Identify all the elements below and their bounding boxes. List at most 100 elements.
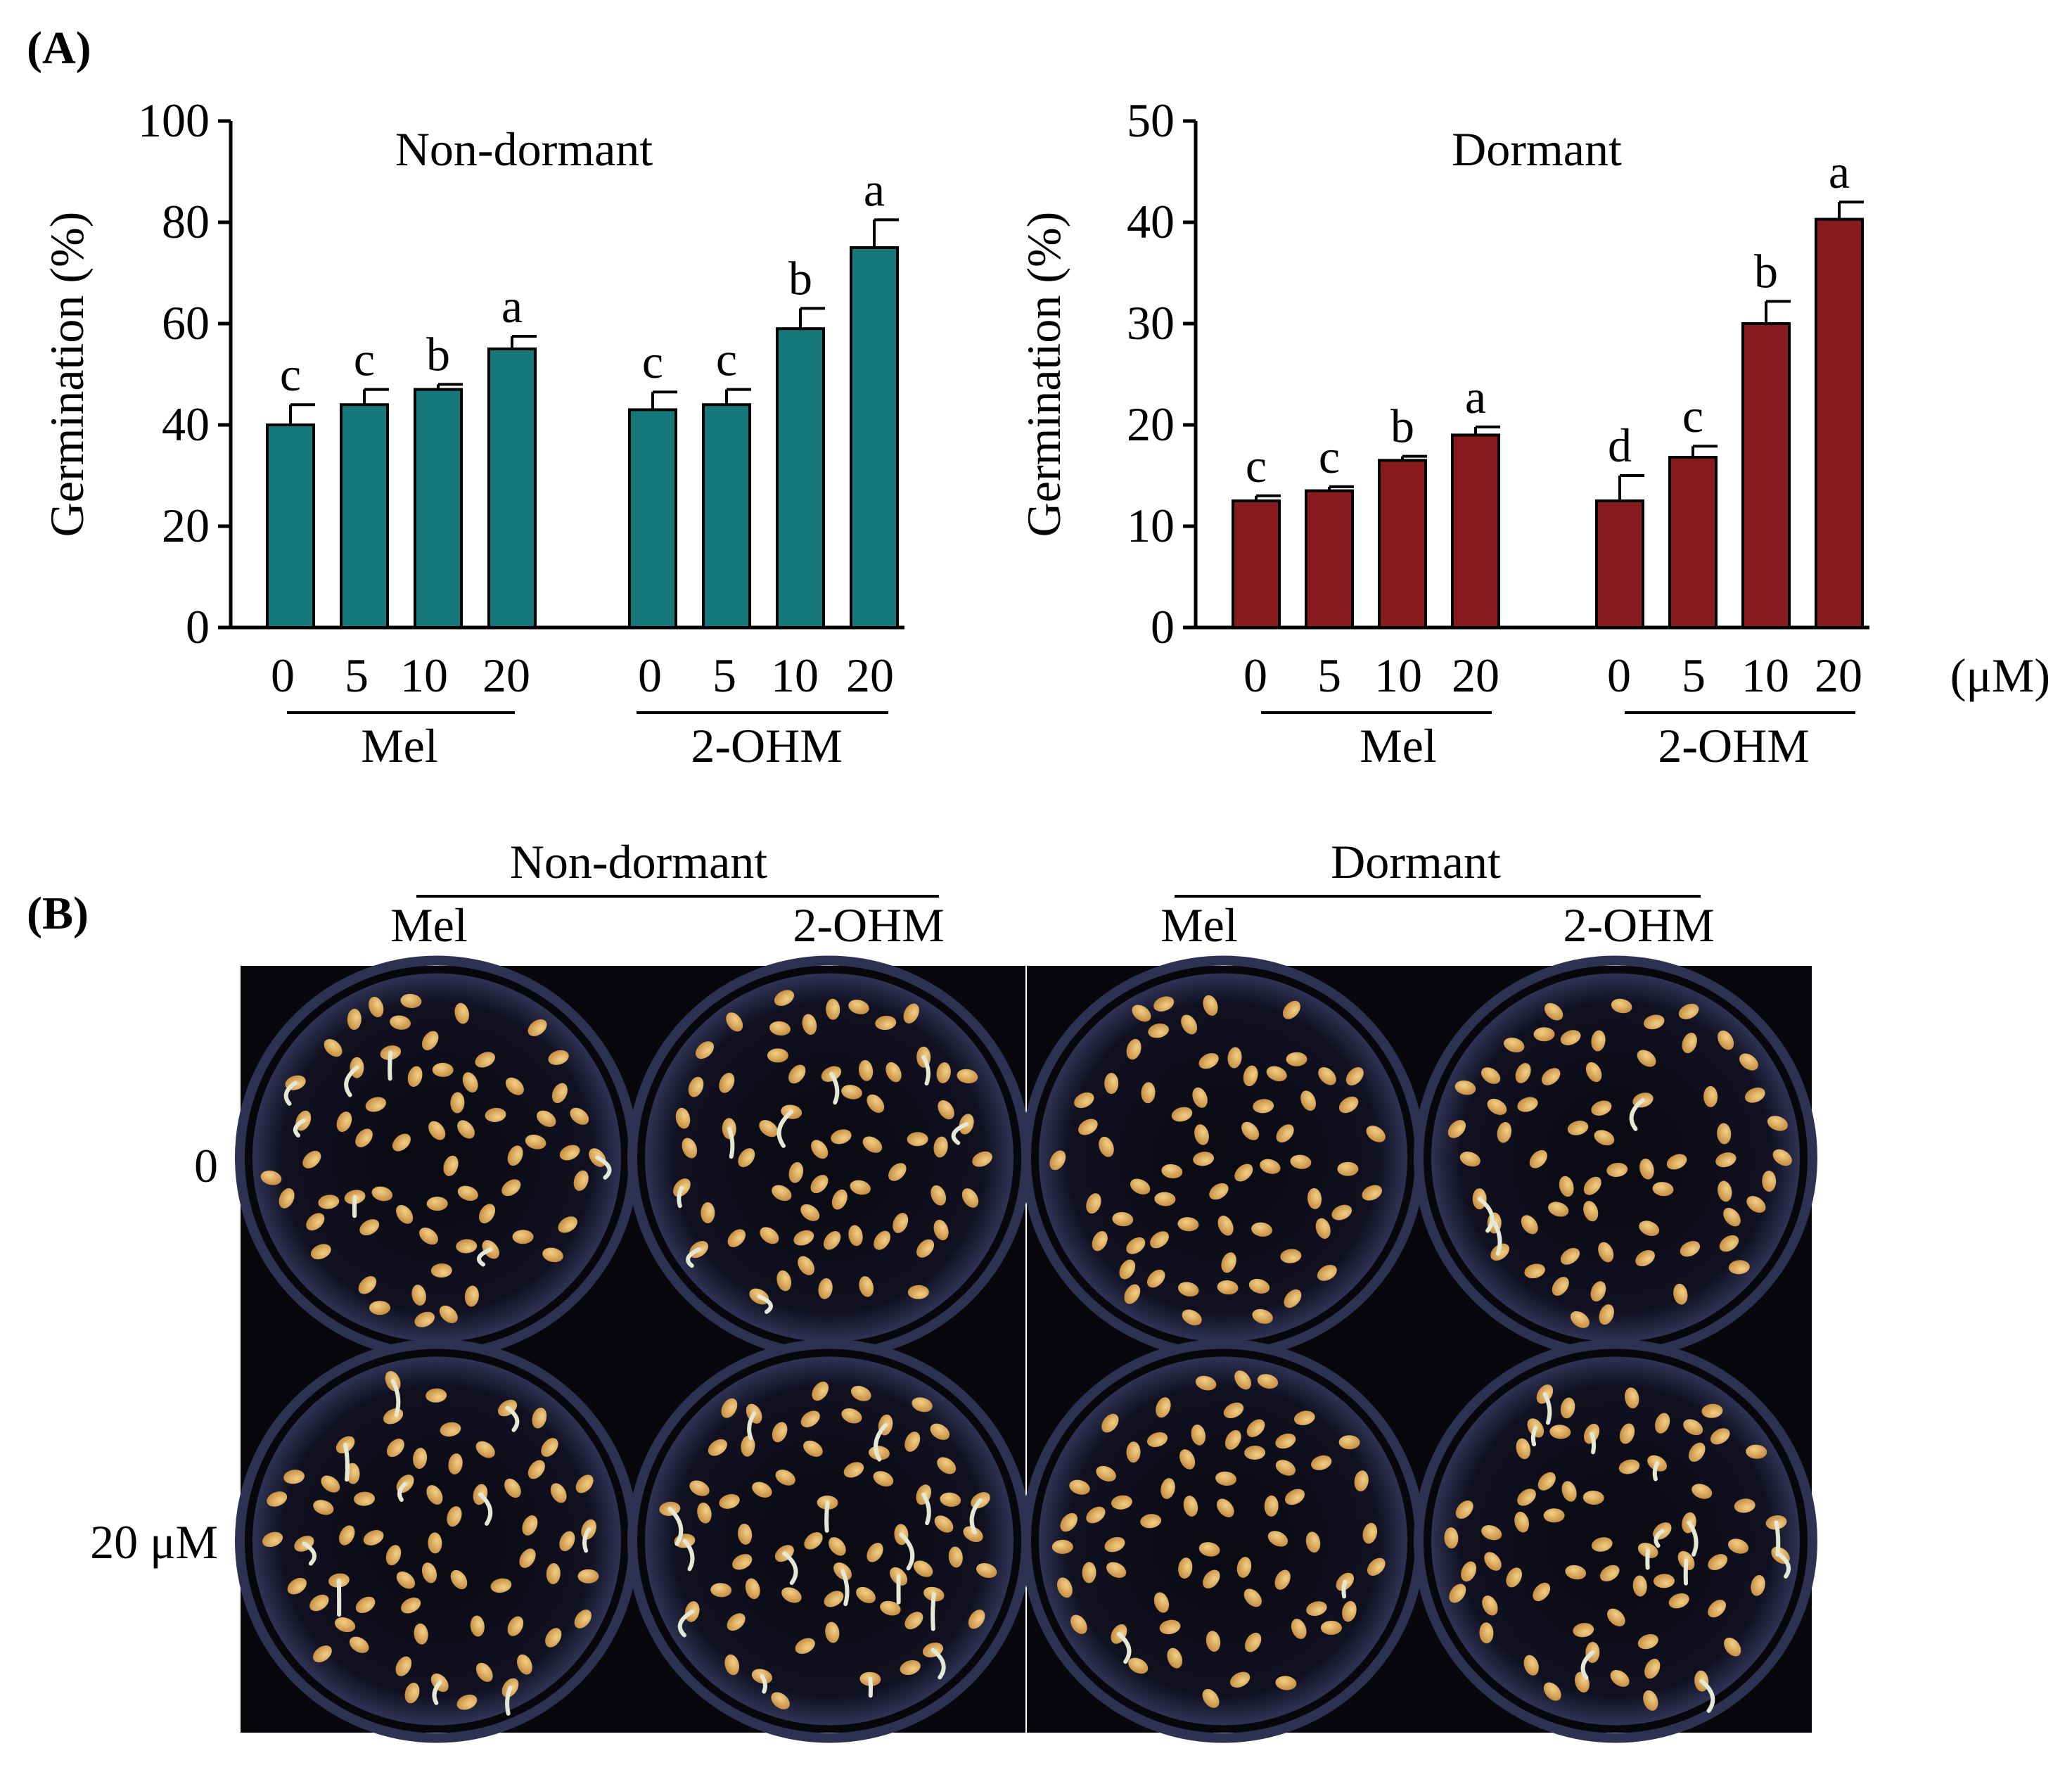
seed bbox=[825, 1621, 840, 1643]
seed bbox=[1104, 1536, 1125, 1553]
sprout bbox=[283, 1081, 298, 1106]
seed bbox=[1708, 1554, 1728, 1571]
seed bbox=[1718, 1030, 1734, 1050]
seed bbox=[1056, 1577, 1073, 1598]
seed bbox=[577, 1569, 599, 1584]
seed bbox=[800, 1204, 820, 1221]
seed bbox=[1253, 1099, 1274, 1114]
seed bbox=[1701, 1403, 1723, 1418]
seed bbox=[432, 1062, 454, 1077]
seed bbox=[972, 1151, 992, 1167]
seed bbox=[936, 1062, 951, 1083]
seed bbox=[358, 1276, 377, 1294]
seed bbox=[907, 1285, 929, 1299]
sprout bbox=[1778, 1553, 1791, 1579]
seed bbox=[1692, 1484, 1713, 1499]
x-tick-label: 5 bbox=[1317, 649, 1341, 702]
seed bbox=[1717, 1123, 1732, 1145]
seed bbox=[1305, 1531, 1321, 1553]
bar bbox=[1668, 456, 1718, 630]
seed bbox=[1683, 1419, 1703, 1436]
seed bbox=[283, 1470, 305, 1484]
seed bbox=[774, 990, 795, 1006]
seed bbox=[546, 1563, 561, 1584]
bar bbox=[850, 246, 899, 629]
seed bbox=[738, 1523, 753, 1545]
seed bbox=[336, 1111, 352, 1133]
seed bbox=[1719, 1235, 1739, 1252]
seed bbox=[1216, 1498, 1234, 1517]
seed bbox=[536, 1110, 556, 1128]
seed bbox=[501, 1179, 521, 1197]
seed bbox=[1177, 1217, 1199, 1232]
seed bbox=[769, 1021, 791, 1036]
seed bbox=[505, 1077, 524, 1095]
seed bbox=[1362, 1185, 1382, 1201]
sprout bbox=[1652, 1461, 1660, 1482]
seed bbox=[1590, 1281, 1606, 1302]
seed bbox=[1533, 1582, 1551, 1602]
seed bbox=[848, 999, 869, 1014]
significance-letter: c bbox=[1246, 439, 1267, 492]
sprout bbox=[829, 1071, 840, 1105]
seed bbox=[775, 1470, 795, 1486]
seed bbox=[1096, 1465, 1116, 1482]
bar bbox=[487, 348, 537, 629]
panel-b-label: (B) bbox=[27, 888, 89, 939]
seed bbox=[727, 1229, 746, 1247]
seed bbox=[456, 1239, 478, 1254]
seed bbox=[440, 1422, 461, 1437]
seed bbox=[287, 1577, 307, 1595]
seed bbox=[309, 1594, 329, 1612]
seed bbox=[771, 1692, 790, 1709]
seed bbox=[334, 1617, 356, 1633]
seed-dish-photo bbox=[1021, 1339, 1425, 1743]
seed bbox=[1715, 1152, 1737, 1168]
y-axis-label: Germination (%) bbox=[1017, 212, 1070, 537]
sprout bbox=[757, 1294, 773, 1314]
panel-a-label: (A) bbox=[27, 23, 91, 74]
sprout bbox=[921, 1054, 931, 1086]
seed bbox=[1124, 1284, 1141, 1304]
seed bbox=[873, 1471, 894, 1487]
seed bbox=[516, 1654, 532, 1675]
seed-dish-photo bbox=[235, 1339, 639, 1743]
seed bbox=[548, 1050, 569, 1065]
seed bbox=[818, 1278, 833, 1299]
seed bbox=[512, 1230, 534, 1244]
seed bbox=[697, 1502, 712, 1524]
seed bbox=[1086, 1506, 1106, 1524]
seed bbox=[324, 1039, 343, 1057]
x-tick-label: 0 bbox=[1243, 649, 1267, 702]
seed bbox=[279, 1188, 295, 1209]
seed bbox=[1069, 1479, 1090, 1495]
seed bbox=[904, 1612, 923, 1630]
seed bbox=[866, 1543, 883, 1562]
seed bbox=[396, 1204, 414, 1224]
bar bbox=[1741, 322, 1791, 629]
bar bbox=[628, 408, 677, 630]
significance-letter: b bbox=[1390, 400, 1414, 453]
seed bbox=[396, 1571, 416, 1589]
seed-dish-photo bbox=[627, 1339, 1031, 1743]
seed bbox=[841, 1085, 862, 1100]
seed bbox=[732, 1554, 753, 1570]
seed bbox=[1567, 1121, 1589, 1135]
seed bbox=[1643, 1690, 1658, 1711]
seed bbox=[1193, 1152, 1215, 1166]
seed bbox=[1315, 1218, 1331, 1239]
seed bbox=[1160, 1478, 1175, 1499]
seed bbox=[961, 1188, 979, 1208]
seed bbox=[798, 1256, 814, 1275]
seed bbox=[1130, 1178, 1151, 1194]
seed bbox=[1454, 1080, 1476, 1095]
seed bbox=[1183, 1496, 1198, 1517]
seed bbox=[551, 1083, 568, 1104]
seed bbox=[1506, 1567, 1522, 1588]
significance-letter: c bbox=[280, 348, 301, 401]
seed bbox=[848, 1225, 863, 1247]
seed bbox=[1243, 1588, 1262, 1607]
seed bbox=[310, 1244, 331, 1260]
seed bbox=[1234, 1164, 1253, 1182]
seed bbox=[1161, 1164, 1183, 1179]
